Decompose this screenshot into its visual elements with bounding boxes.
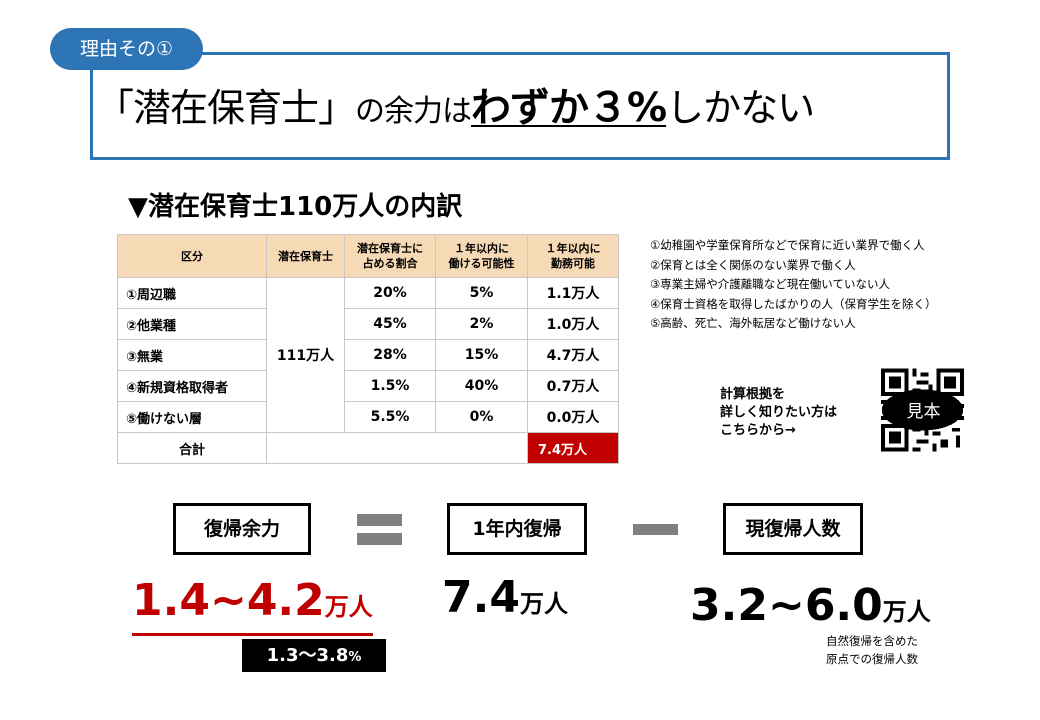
note-item: ①幼稚園や学童保育所などで保育に近い業界で働く人 (650, 238, 925, 252)
row-available: 4.7万人 (527, 339, 619, 371)
row-probability: 40% (435, 370, 528, 402)
header-share: 潜在保育士に 占める割合 (344, 234, 436, 278)
table-row: ⑤働けない層 5.5% 0% 0.0万人 (117, 401, 619, 433)
row-share: 28% (344, 339, 436, 371)
row-available: 1.1万人 (527, 277, 619, 309)
note-item: ②保育とは全く関係のない業界で働く人 (650, 257, 856, 272)
table-row: ④新規資格取得者 1.5% 40% 0.7万人 (117, 370, 619, 402)
title-mid: の余力は (355, 94, 472, 129)
minus-icon (633, 524, 678, 535)
qr-caption: 計算根拠を 詳しく知りたい方は こちらから→ (720, 387, 838, 438)
row-probability: 15% (435, 339, 528, 371)
total-label: 合計 (117, 432, 267, 464)
total-value: 7.4万人 (527, 432, 619, 464)
row-probability: 2% (435, 308, 528, 340)
page-title: 「潜在保育士」の余力はわずか３%しかない (96, 78, 946, 138)
row-probability: 0% (435, 401, 528, 433)
row-probability: 5% (435, 277, 528, 309)
one-year-return-value: 7.4万人 (442, 572, 568, 623)
row-category: ④新規資格取得者 (117, 370, 267, 402)
table-header-row: 区分 潜在保育士 潜在保育士に 占める割合 １年以内に 働ける可能性 １年以内に 勤務… (117, 234, 619, 278)
header-latent: 潜在保育士 (266, 234, 345, 278)
category-notes: ①幼稚園や学童保育所などで保育に近い業界で働く人 ②保育とは全く関係のない業界で… (650, 236, 937, 334)
row-category: ⑤働けない層 (117, 401, 267, 433)
qr-code-icon[interactable] (881, 368, 964, 452)
breakdown-table: 区分 潜在保育士 潜在保育士に 占める割合 １年以内に 働ける可能性 １年以内に 勤務… (117, 234, 619, 464)
title-emphasis: わずか３% (471, 85, 667, 131)
table-row: ②他業種 45% 2% 1.0万人 (117, 308, 619, 340)
title-prefix: 「潜在保育士」 (96, 86, 356, 130)
merged-latent-total: 111万人 (266, 277, 345, 433)
return-capacity-percent: 1.3〜3.8% (242, 639, 386, 672)
current-returns-value: 3.2~6.0万人 (690, 580, 931, 631)
row-category: ①周辺職 (117, 277, 267, 309)
row-available: 0.0万人 (527, 401, 619, 433)
current-returns-box: 現復帰人数 (723, 503, 863, 555)
row-category: ②他業種 (117, 308, 267, 340)
row-share: 45% (344, 308, 436, 340)
row-category: ③無業 (117, 339, 267, 371)
current-returns-note: 自然復帰を含めた 原点での復帰人数 (826, 634, 918, 666)
row-share: 1.5% (344, 370, 436, 402)
table-row: ③無業 28% 15% 4.7万人 (117, 339, 619, 371)
table-row: ①周辺職 111万人 20% 5% 1.1万人 (117, 277, 619, 433)
sample-label: 見本 (906, 402, 941, 422)
equals-icon-top (357, 514, 402, 526)
total-empty (266, 432, 528, 464)
return-capacity-box: 復帰余力 (173, 503, 311, 555)
header-probability: １年以内に 働ける可能性 (435, 234, 528, 278)
return-capacity-value: 1.4~4.2万人 (132, 575, 373, 636)
title-suffix: しかない (666, 86, 815, 130)
section-heading: ▼潜在保育士110万人の内訳 (128, 192, 463, 222)
row-share: 5.5% (344, 401, 436, 433)
header-available: １年以内に 勤務可能 (527, 234, 619, 278)
row-available: 0.7万人 (527, 370, 619, 402)
row-share: 20% (344, 277, 436, 309)
header-category: 区分 (117, 234, 267, 278)
note-item: ③専業主婦や介護離職など現在働いていない人 (650, 277, 890, 291)
note-item: ④保育士資格を取得したばかりの人（保育学生を除く） (650, 296, 937, 311)
note-item: ⑤高齢、死亡、海外転居など働けない人 (650, 316, 856, 330)
equals-icon-bottom (357, 533, 402, 545)
row-available: 1.0万人 (527, 308, 619, 340)
table-total-row: 合計 7.4万人 (117, 432, 619, 464)
one-year-return-box: 1年内復帰 (447, 503, 587, 555)
reason-badge: 理由その① (50, 28, 203, 70)
title-frame (90, 52, 950, 160)
